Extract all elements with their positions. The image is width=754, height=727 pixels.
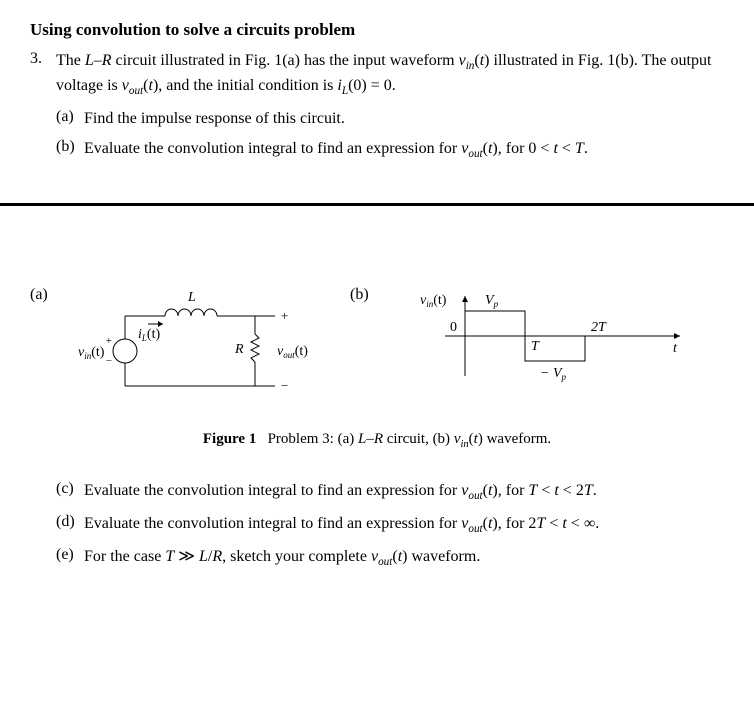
subpart: (e)For the case T ≫ L/R, sketch your com… bbox=[56, 546, 724, 571]
svg-text:Vp: Vp bbox=[485, 293, 499, 309]
svg-text:+: + bbox=[281, 308, 288, 323]
problem-intro: The L–R circuit illustrated in Fig. 1(a)… bbox=[56, 50, 724, 100]
waveform-diagram: vin(t) Vp 0 T 2T − Vp t bbox=[410, 286, 690, 401]
svg-text:2T: 2T bbox=[591, 320, 607, 335]
subpart-label: (b) bbox=[56, 138, 84, 163]
subpart-body: Evaluate the convolution integral to fin… bbox=[84, 513, 724, 538]
svg-text:−: − bbox=[281, 378, 288, 393]
svg-text:t: t bbox=[673, 341, 678, 356]
problem-3: 3. The L–R circuit illustrated in Fig. 1… bbox=[30, 50, 724, 100]
svg-text:+: + bbox=[105, 335, 112, 347]
separator bbox=[0, 203, 754, 206]
svg-text:T: T bbox=[531, 339, 540, 354]
page-title: Using convolution to solve a circuits pr… bbox=[30, 20, 724, 40]
svg-text:R: R bbox=[234, 342, 244, 357]
problem-number: 3. bbox=[30, 50, 56, 100]
subpart-body: Evaluate the convolution integral to fin… bbox=[84, 480, 724, 505]
svg-text:iL(t): iL(t) bbox=[138, 327, 160, 343]
subpart-label: (d) bbox=[56, 513, 84, 538]
svg-text:− Vp: − Vp bbox=[540, 366, 567, 382]
caption-text: Problem 3: (a) L–R circuit, (b) vin(t) w… bbox=[268, 431, 552, 447]
subpart: (a)Find the impulse response of this cir… bbox=[56, 108, 724, 130]
subpart-label: (e) bbox=[56, 546, 84, 571]
circuit-diagram: + − + − LiL(t) Rvin(t) vout(t) bbox=[70, 286, 330, 411]
svg-text:−: − bbox=[105, 355, 112, 367]
figure-caption: Figure 1 Problem 3: (a) L–R circuit, (b)… bbox=[30, 431, 724, 450]
caption-label: Figure 1 bbox=[203, 431, 256, 447]
subpart: (c)Evaluate the convolution integral to … bbox=[56, 480, 724, 505]
svg-text:0: 0 bbox=[450, 320, 457, 335]
subpart: (d)Evaluate the convolution integral to … bbox=[56, 513, 724, 538]
svg-text:vin(t): vin(t) bbox=[420, 293, 447, 309]
svg-text:vin(t): vin(t) bbox=[78, 345, 105, 361]
subpart-label: (a) bbox=[56, 108, 84, 130]
subpart-label: (c) bbox=[56, 480, 84, 505]
subpart-body: For the case T ≫ L/R, sketch your comple… bbox=[84, 546, 724, 571]
subpart-body: Evaluate the convolution integral to fin… bbox=[84, 138, 724, 163]
figure-row: (a) + − + − LiL(t) Rvin(t) vout(t) (b) vin(t) V… bbox=[30, 286, 724, 411]
svg-text:L: L bbox=[187, 290, 196, 305]
figure-label-a: (a) bbox=[30, 286, 70, 304]
subpart: (b)Evaluate the convolution integral to … bbox=[56, 138, 724, 163]
subpart-body: Find the impulse response of this circui… bbox=[84, 108, 724, 130]
figure-label-b: (b) bbox=[330, 286, 410, 304]
svg-text:vout(t): vout(t) bbox=[277, 344, 308, 360]
